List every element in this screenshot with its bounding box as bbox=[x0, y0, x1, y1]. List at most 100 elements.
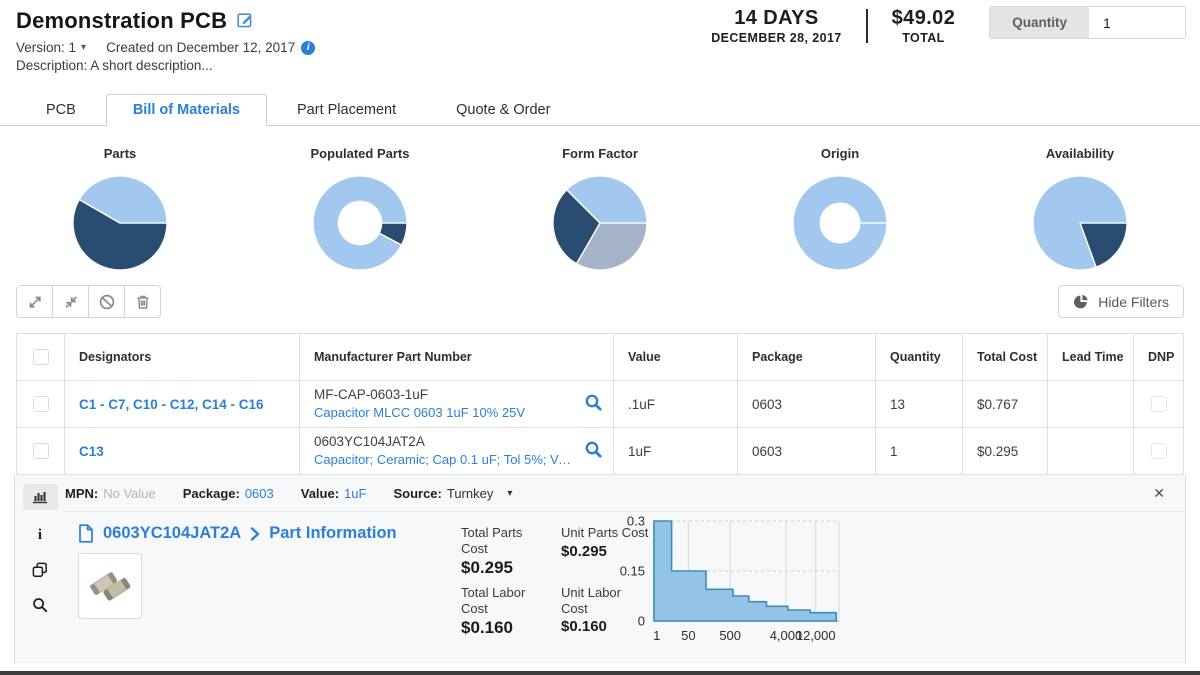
parts-pie-chart[interactable] bbox=[71, 174, 169, 272]
row-checkbox[interactable] bbox=[33, 443, 49, 459]
lead-time-date: DECEMBER 28, 2017 bbox=[711, 31, 841, 45]
info-icon[interactable]: i bbox=[301, 41, 315, 55]
dnp-checkbox[interactable] bbox=[1151, 443, 1167, 459]
mpn-description-link[interactable]: Capacitor MLCC 0603 1uF 10% 25V bbox=[314, 404, 578, 422]
total-label: TOTAL bbox=[892, 31, 956, 45]
bar-chart-icon bbox=[32, 490, 48, 504]
part-thumbnail[interactable] bbox=[78, 553, 142, 619]
copy-icon[interactable] bbox=[32, 560, 48, 580]
table-row: C1 - C7, C10 - C12, C14 - C16 MF-CAP-060… bbox=[17, 381, 1183, 428]
table-header-row: Designators Manufacturer Part Number Val… bbox=[17, 334, 1183, 381]
select-all-checkbox[interactable] bbox=[33, 349, 49, 365]
ban-icon bbox=[98, 293, 116, 311]
svg-text:50: 50 bbox=[681, 628, 695, 643]
part-summary-bar: MPN: No Value Package: 0603 Value: 1uF S… bbox=[65, 475, 1185, 512]
part-information-link[interactable]: Part Information bbox=[269, 524, 396, 543]
populated-parts-donut-chart[interactable] bbox=[311, 174, 409, 272]
price-break-chart: 00.150.31505004,00012,000 bbox=[613, 514, 879, 659]
delete-button[interactable] bbox=[124, 285, 161, 318]
hide-filters-button[interactable]: Hide Filters bbox=[1058, 285, 1184, 318]
dnp-button[interactable] bbox=[88, 285, 125, 318]
total-cost-cell: $0.295 bbox=[963, 428, 1048, 475]
quantity-input[interactable] bbox=[1089, 7, 1185, 38]
price-chart-rail-button[interactable] bbox=[23, 484, 58, 510]
caret-down-icon: ▾ bbox=[81, 42, 86, 53]
tab-bill-of-materials[interactable]: Bill of Materials bbox=[106, 94, 267, 126]
expand-rows-button[interactable] bbox=[16, 285, 53, 318]
tab-part-placement[interactable]: Part Placement bbox=[267, 95, 426, 125]
total-cost-cell: $0.767 bbox=[963, 381, 1048, 428]
origin-donut-chart[interactable] bbox=[791, 174, 889, 272]
trash-icon bbox=[134, 293, 152, 311]
page-title: Demonstration PCB bbox=[16, 8, 227, 34]
edit-icon[interactable] bbox=[237, 11, 254, 33]
dnp-checkbox[interactable] bbox=[1151, 396, 1167, 412]
chart-origin: Origin bbox=[720, 146, 960, 272]
total-labor-cost: Total Labor Cost $0.160 bbox=[461, 585, 551, 638]
capacitor-image bbox=[85, 563, 135, 609]
tab-pcb[interactable]: PCB bbox=[16, 95, 106, 125]
mpn-text: 0603YC104JAT2A bbox=[314, 433, 578, 451]
search-rail-icon[interactable] bbox=[32, 595, 48, 615]
total-value: $49.02 bbox=[892, 7, 956, 30]
close-icon[interactable]: ✕ bbox=[1153, 485, 1165, 502]
created-date: Created on December 12, 2017 bbox=[106, 40, 295, 55]
value-cell: 1uF bbox=[614, 428, 738, 475]
chart-parts: Parts bbox=[0, 146, 240, 272]
search-icon[interactable] bbox=[584, 440, 603, 462]
package-cell: 0603 bbox=[738, 381, 876, 428]
search-icon[interactable] bbox=[584, 393, 603, 415]
bottom-strip bbox=[0, 671, 1200, 675]
col-package: Package bbox=[738, 334, 876, 381]
source-dropdown[interactable]: Source: Turnkey ▾ bbox=[393, 486, 512, 501]
svg-text:0: 0 bbox=[638, 614, 645, 629]
row-checkbox[interactable] bbox=[33, 396, 49, 412]
info-rail-icon[interactable]: i bbox=[38, 525, 42, 545]
chart-availability: Availability bbox=[960, 146, 1200, 272]
part-breadcrumb: 0603YC104JAT2A Part Information bbox=[78, 524, 397, 543]
col-value: Value bbox=[614, 334, 738, 381]
collapse-rows-button[interactable] bbox=[52, 285, 89, 318]
stat-divider bbox=[866, 9, 868, 43]
lead-time-block: 14 DAYS DECEMBER 28, 2017 bbox=[711, 7, 841, 45]
chevron-right-icon bbox=[250, 527, 260, 541]
part-number-link[interactable]: 0603YC104JAT2A bbox=[103, 524, 241, 543]
bom-toolbar: Hide Filters bbox=[0, 285, 1200, 318]
caret-down-icon: ▾ bbox=[507, 488, 512, 499]
col-dnp: DNP bbox=[1134, 334, 1183, 381]
col-total-cost: Total Cost bbox=[963, 334, 1048, 381]
svg-text:0.3: 0.3 bbox=[627, 514, 645, 529]
tab-quote-order[interactable]: Quote & Order bbox=[426, 95, 580, 125]
total-block: $49.02 TOTAL bbox=[892, 7, 956, 45]
tab-bar: PCB Bill of Materials Part Placement Quo… bbox=[0, 94, 1200, 126]
chart-title: Populated Parts bbox=[311, 146, 410, 161]
part-detail-body: 0603YC104JAT2A Part Information bbox=[65, 512, 1185, 663]
mpn-text: MF-CAP-0603-1uF bbox=[314, 386, 578, 404]
chart-title: Form Factor bbox=[562, 146, 638, 161]
version-label: Version: 1 bbox=[16, 40, 76, 55]
chart-populated-parts: Populated Parts bbox=[240, 146, 480, 272]
col-designators: Designators bbox=[65, 334, 300, 381]
table-row: C13 0603YC104JAT2A Capacitor; Ceramic; C… bbox=[17, 428, 1183, 475]
availability-pie-chart[interactable] bbox=[1031, 174, 1129, 272]
svg-text:12,000: 12,000 bbox=[796, 628, 836, 643]
package-cell: 0603 bbox=[738, 428, 876, 475]
pie-chart-icon bbox=[1073, 294, 1089, 310]
mpn-description-link[interactable]: Capacitor; Ceramic; Cap 0.1 uF; Tol 5%; … bbox=[314, 451, 578, 469]
file-icon bbox=[78, 524, 94, 543]
form-factor-pie-chart[interactable] bbox=[551, 174, 649, 272]
chart-title: Origin bbox=[821, 146, 859, 161]
page-header: Demonstration PCB Version: 1 ▾ Created o… bbox=[0, 0, 1200, 76]
quantity-label: Quantity bbox=[990, 7, 1089, 38]
total-parts-cost: Total Parts Cost $0.295 bbox=[461, 525, 551, 578]
detail-rail: i bbox=[15, 475, 65, 663]
designators-link[interactable]: C13 bbox=[79, 444, 104, 459]
svg-text:0.15: 0.15 bbox=[620, 564, 645, 579]
chart-form-factor: Form Factor bbox=[480, 146, 720, 272]
chart-title: Availability bbox=[1046, 146, 1114, 161]
price-break-svg: 00.150.31505004,00012,000 bbox=[613, 514, 879, 654]
version-dropdown[interactable]: Version: 1 ▾ bbox=[16, 40, 86, 55]
designators-link[interactable]: C1 - C7, C10 - C12, C14 - C16 bbox=[79, 397, 264, 412]
col-mpn: Manufacturer Part Number bbox=[300, 334, 614, 381]
quantity-cell: 13 bbox=[876, 381, 963, 428]
